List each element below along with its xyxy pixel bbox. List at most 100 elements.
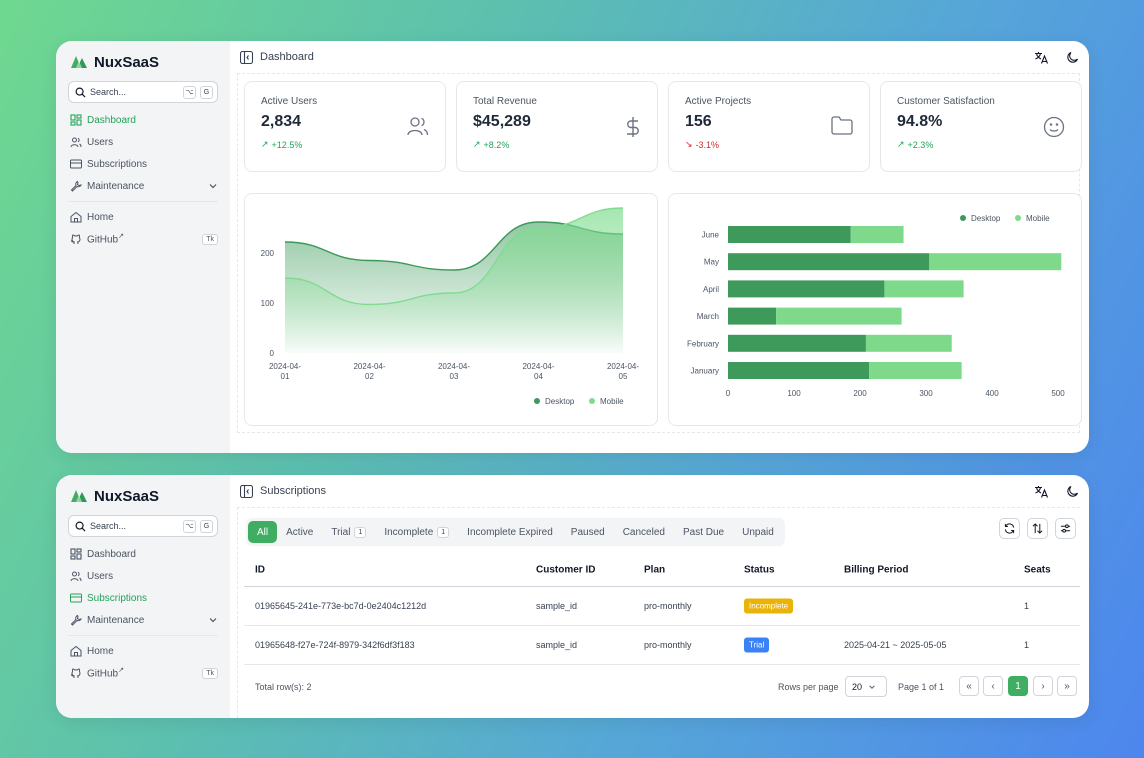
sidebar-item-github[interactable]: GitHub↗ Tk — [68, 228, 218, 250]
sidebar-item-label: GitHub↗ — [87, 232, 197, 245]
page-title: Dashboard — [260, 51, 314, 63]
tab-past-due[interactable]: Past Due — [674, 521, 733, 543]
cell-plan: pro-monthly — [644, 640, 692, 650]
external-link-icon: ↗ — [118, 233, 124, 241]
sidebar-toggle-icon[interactable] — [240, 50, 253, 64]
line-desktop — [284, 221, 624, 271]
sidebar-item-github[interactable]: GitHub↗ Tk — [68, 662, 218, 684]
sidebar-item-label: Dashboard — [87, 114, 136, 126]
y-tick-label: 100 — [261, 299, 275, 308]
column-header-status[interactable]: Status — [744, 564, 775, 575]
y-tick-label: February — [687, 339, 719, 348]
bar-mobile — [869, 362, 962, 379]
bar-chart-card: Desktop Mobile June May April March February Ja… — [668, 193, 1082, 426]
legend-swatch — [1015, 215, 1021, 221]
dashboard-icon — [70, 548, 82, 560]
rows-per-page-label: Rows per page — [778, 682, 839, 692]
translate-icon[interactable] — [1034, 51, 1049, 64]
cell-customer: sample_id — [536, 640, 578, 650]
tab-label: Canceled — [622, 526, 665, 538]
tab-paused[interactable]: Paused — [562, 521, 614, 543]
moon-icon[interactable] — [1066, 51, 1079, 64]
status-badge: Trial — [744, 637, 770, 653]
tab-label: Active — [286, 526, 314, 538]
search-input[interactable]: Search... ⌥ G — [68, 81, 218, 103]
tab-label: Incomplete Expired — [467, 526, 553, 538]
tab-label: Unpaid — [742, 526, 774, 538]
rows-per-page-select[interactable]: 20 — [845, 676, 887, 697]
tab-active[interactable]: Active — [277, 521, 322, 543]
logo-icon — [71, 56, 87, 68]
table-row[interactable]: 01965648-f27e-724f-8979-342f6df3f183 sam… — [244, 626, 1080, 665]
kbd-option: ⌥ — [183, 85, 196, 99]
sidebar-divider — [68, 635, 218, 636]
sidebar-item-dashboard[interactable]: Dashboard — [68, 543, 218, 565]
search-input[interactable]: Search... ⌥ G — [68, 515, 218, 537]
wrench-icon — [70, 180, 82, 192]
table-footer: Total row(s): 2 Rows per page 20 Page 1 … — [244, 671, 1080, 703]
legend-label: Mobile — [1026, 214, 1050, 223]
sort-icon — [1032, 523, 1043, 534]
sort-button[interactable] — [1027, 518, 1048, 539]
refresh-button[interactable] — [999, 518, 1020, 539]
stat-change: ↗ +12.5% — [261, 139, 429, 150]
prev-page-button[interactable]: ‹ — [983, 676, 1003, 696]
column-header-id[interactable]: ID — [255, 564, 265, 575]
y-tick-label: May — [704, 258, 719, 267]
sidebar-item-dashboard[interactable]: Dashboard — [68, 109, 218, 131]
tab-unpaid[interactable]: Unpaid — [733, 521, 783, 543]
tab-all[interactable]: All — [248, 521, 278, 543]
legend-label: Mobile — [600, 397, 624, 406]
stat-title: Total Revenue — [473, 96, 537, 107]
next-page-button[interactable]: › — [1033, 676, 1053, 696]
column-header-plan[interactable]: Plan — [644, 564, 666, 575]
y-tick-label: March — [697, 312, 719, 321]
users-icon — [70, 571, 82, 582]
sidebar-item-users[interactable]: Users — [68, 565, 218, 587]
dollar-icon — [627, 117, 639, 137]
translate-icon[interactable] — [1034, 485, 1049, 498]
bar-mobile — [884, 280, 964, 298]
sidebar-item-home[interactable]: Home — [68, 640, 218, 662]
y-tick-label: 200 — [261, 249, 275, 258]
tab-trial[interactable]: Trial 1 — [322, 521, 375, 543]
x-tick-label: 200 — [853, 389, 867, 398]
sidebar-item-home[interactable]: Home — [68, 206, 218, 228]
tab-label: Trial — [331, 526, 351, 538]
area-chart-card: 0 100 200 2024-04- 01 2024-04- 02 2024-04- 03 202… — [244, 193, 658, 426]
column-header-customer[interactable]: Customer ID — [536, 564, 596, 575]
sidebar-toggle-icon[interactable] — [240, 484, 253, 498]
stat-value: 94.8% — [897, 113, 943, 130]
x-tick-label: 01 — [281, 372, 290, 381]
bar-chart: Desktop Mobile June May April March February Ja… — [687, 214, 1065, 398]
trend-down-icon: ↘ — [685, 139, 693, 149]
last-page-button[interactable]: » — [1057, 676, 1077, 696]
first-page-button[interactable]: « — [959, 676, 979, 696]
x-tick-label: 100 — [787, 389, 801, 398]
sidebar-item-subscriptions[interactable]: Subscriptions — [68, 153, 218, 175]
brand[interactable]: NuxSaaS — [68, 485, 218, 507]
topbar: Subscriptions — [230, 475, 1089, 507]
sidebar-item-maintenance[interactable]: Maintenance — [68, 609, 218, 631]
sidebar-item-users[interactable]: Users — [68, 131, 218, 153]
column-header-billing-period[interactable]: Billing Period — [844, 564, 909, 575]
sidebar-item-maintenance[interactable]: Maintenance — [68, 175, 218, 197]
tab-label: Past Due — [682, 526, 725, 538]
page-1-button[interactable]: 1 — [1008, 676, 1028, 696]
stat-card-customer-satisfaction: Customer Satisfaction 94.8% ↗ +2.3% — [880, 81, 1082, 172]
bar-desktop — [728, 253, 930, 271]
users-icon — [70, 137, 82, 148]
stat-change-value: +12.5% — [271, 139, 303, 150]
table-row[interactable]: 01965645-241e-773e-bc7d-0e2404c1212d sam… — [244, 587, 1080, 626]
moon-icon[interactable] — [1066, 485, 1079, 498]
tab-canceled[interactable]: Canceled — [614, 521, 674, 543]
cell-seats: 1 — [1024, 601, 1030, 611]
sidebar-item-label: Subscriptions — [87, 158, 148, 170]
column-header-seats[interactable]: Seats — [1024, 564, 1051, 575]
tab-incomplete-expired[interactable]: Incomplete Expired — [458, 521, 562, 543]
brand[interactable]: NuxSaaS — [68, 51, 218, 73]
bar-mobile — [865, 334, 952, 352]
filter-settings-button[interactable] — [1055, 518, 1076, 539]
sidebar-item-subscriptions[interactable]: Subscriptions — [68, 587, 218, 609]
tab-incomplete[interactable]: Incomplete 1 — [375, 521, 458, 543]
